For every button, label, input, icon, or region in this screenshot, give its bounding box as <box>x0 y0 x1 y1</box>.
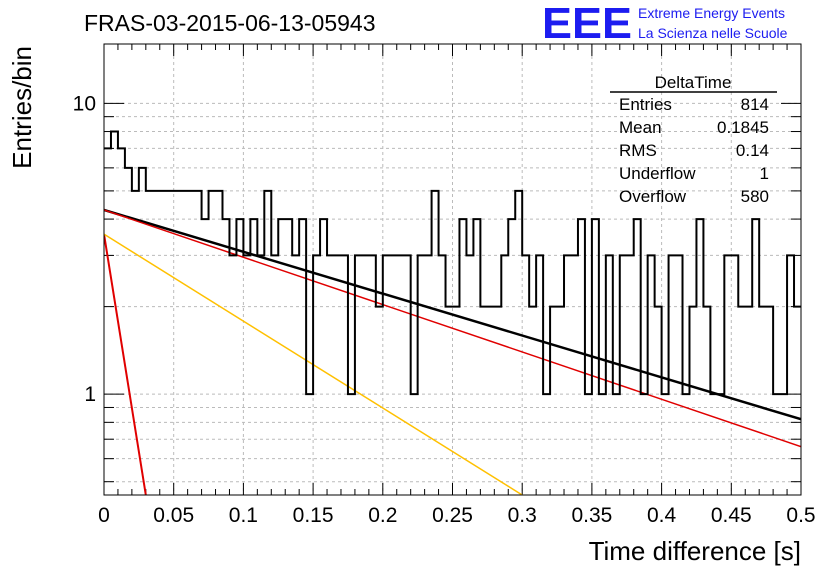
stats-row-label: Underflow <box>619 164 696 183</box>
fit-fast-line <box>104 233 147 495</box>
y-tick-label: 10 <box>73 92 96 115</box>
stats-row-value: 1 <box>760 164 769 183</box>
plot-frame <box>103 43 802 496</box>
stats-row-value: 580 <box>741 187 769 206</box>
x-tick-label: 0.25 <box>432 504 473 527</box>
fit-slow-line <box>104 209 801 448</box>
fit-total-line <box>104 208 801 421</box>
x-tick-label: 0.15 <box>293 504 334 527</box>
x-tick-label: 0.4 <box>647 504 677 527</box>
stats-title: DeltaTime <box>655 73 732 92</box>
stats-row-value: 0.1845 <box>717 118 769 137</box>
eee-logo-letters: EEE <box>542 0 632 48</box>
x-tick-label: 0.45 <box>711 504 752 527</box>
y-axis-ticks: 1 10 <box>73 92 801 483</box>
x-axis-ticks: 0 0.05 0.1 0.15 0.2 0.25 0.3 0.35 0.4 0.45 0.5 <box>98 44 816 527</box>
y-axis-label: Entries/bin <box>7 46 37 169</box>
y-tick-label: 1 <box>84 383 96 406</box>
x-tick-label: 0.1 <box>229 504 258 527</box>
eee-logo-line2: La Scienza nelle Scuole <box>638 25 788 41</box>
stats-row-label: Entries <box>619 95 672 114</box>
x-tick-label: 0.2 <box>368 504 397 527</box>
x-tick-label: 0 <box>98 504 110 527</box>
stats-row-label: Overflow <box>619 187 687 206</box>
stats-row-value: 0.14 <box>736 141 769 160</box>
x-tick-label: 0.3 <box>508 504 537 527</box>
stats-row-label: Mean <box>619 118 662 137</box>
eee-logo-line1: Extreme Energy Events <box>638 5 785 21</box>
x-axis-label: Time difference [s] <box>589 536 801 566</box>
x-tick-label: 0.35 <box>571 504 612 527</box>
stats-row-value: 814 <box>741 95 769 114</box>
x-tick-label: 0.05 <box>153 504 194 527</box>
run-title: FRAS-03-2015-06-13-05943 <box>84 10 376 36</box>
histogram-outline <box>104 130 801 396</box>
x-tick-label: 0.5 <box>786 504 815 527</box>
stats-row-label: RMS <box>619 141 657 160</box>
stats-box: DeltaTime Entries 814 Mean 0.1845 RMS 0.… <box>610 73 777 206</box>
